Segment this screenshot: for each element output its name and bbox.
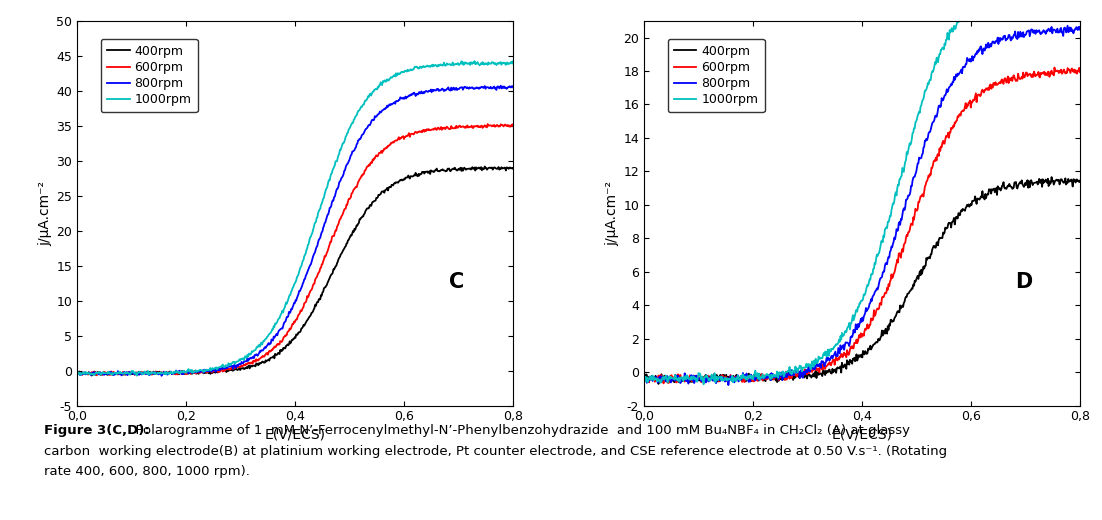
800rpm: [929, 112, 942, 119]
400rpm: [85, 372, 98, 379]
X-axis label: E(V/ECS): E(V/ECS): [264, 427, 326, 441]
600rpm: [269, 344, 282, 350]
1000rpm: [149, 369, 162, 375]
400rpm: [363, 205, 376, 211]
400rpm: [895, 304, 908, 310]
400rpm: [400, 175, 413, 181]
1000rpm: [895, 173, 908, 179]
600rpm: [835, 352, 849, 358]
1000rpm: [363, 94, 376, 100]
600rpm: [90, 372, 104, 379]
1000rpm: [698, 381, 711, 387]
400rpm: [715, 377, 728, 383]
Line: 1000rpm: 1000rpm: [644, 0, 1080, 384]
1000rpm: [637, 376, 650, 382]
400rpm: [750, 376, 764, 383]
600rpm: [1073, 69, 1087, 75]
Text: D: D: [1015, 272, 1031, 292]
Legend: 400rpm, 600rpm, 800rpm, 1000rpm: 400rpm, 600rpm, 800rpm, 1000rpm: [668, 38, 765, 112]
400rpm: [328, 265, 342, 271]
800rpm: [637, 372, 650, 379]
1000rpm: [929, 61, 942, 67]
1000rpm: [966, 2, 980, 8]
Line: 400rpm: 400rpm: [77, 166, 514, 375]
400rpm: [652, 381, 666, 387]
Y-axis label: j/μA.cm⁻²: j/μA.cm⁻²: [39, 180, 52, 245]
800rpm: [494, 83, 507, 89]
600rpm: [507, 123, 520, 129]
400rpm: [929, 244, 942, 251]
400rpm: [71, 369, 84, 375]
Text: Figure 3(C,D):: Figure 3(C,D):: [44, 424, 150, 437]
600rpm: [328, 229, 342, 236]
1000rpm: [269, 320, 282, 327]
600rpm: [71, 369, 84, 375]
400rpm: [269, 350, 282, 357]
Line: 600rpm: 600rpm: [644, 68, 1080, 383]
800rpm: [328, 193, 342, 200]
Line: 800rpm: 800rpm: [77, 86, 514, 376]
Text: Polarogramme of 1  mM N’-Ferrocenylmethyl-N’-Phenylbenzohydrazide  and 100 mM Bu: Polarogramme of 1 mM N’-Ferrocenylmethyl…: [127, 424, 910, 437]
600rpm: [895, 248, 908, 254]
800rpm: [1061, 23, 1074, 29]
400rpm: [966, 198, 980, 204]
800rpm: [363, 122, 376, 128]
Line: 600rpm: 600rpm: [77, 124, 514, 375]
X-axis label: E(V/ECS): E(V/ECS): [831, 427, 893, 441]
Y-axis label: j/μA.cm⁻²: j/μA.cm⁻²: [605, 180, 619, 245]
800rpm: [183, 369, 196, 375]
800rpm: [148, 369, 161, 375]
Text: rate 400, 600, 800, 1000 rpm).: rate 400, 600, 800, 1000 rpm).: [44, 465, 250, 478]
400rpm: [637, 372, 650, 379]
1000rpm: [183, 368, 196, 374]
1000rpm: [507, 60, 520, 67]
800rpm: [155, 373, 169, 379]
600rpm: [657, 380, 670, 386]
1000rpm: [328, 162, 342, 168]
600rpm: [929, 154, 942, 161]
1000rpm: [130, 372, 143, 379]
600rpm: [1048, 64, 1061, 71]
400rpm: [835, 360, 849, 366]
400rpm: [478, 163, 491, 170]
Line: 1000rpm: 1000rpm: [77, 61, 514, 375]
Text: C: C: [449, 272, 464, 292]
1000rpm: [715, 374, 728, 380]
400rpm: [183, 370, 196, 376]
800rpm: [714, 373, 727, 380]
600rpm: [482, 121, 495, 127]
Line: 400rpm: 400rpm: [644, 177, 1080, 384]
800rpm: [722, 382, 735, 388]
Text: carbon  working electrode(B) at platinium working electrode, Pt counter electrod: carbon working electrode(B) at platinium…: [44, 445, 948, 458]
1000rpm: [71, 370, 84, 376]
800rpm: [750, 375, 764, 381]
600rpm: [750, 371, 764, 378]
800rpm: [1073, 27, 1087, 33]
600rpm: [715, 375, 728, 381]
800rpm: [966, 58, 980, 64]
800rpm: [400, 95, 413, 101]
1000rpm: [750, 373, 764, 379]
400rpm: [507, 165, 520, 171]
1000rpm: [400, 68, 413, 74]
400rpm: [1045, 174, 1058, 180]
800rpm: [269, 333, 282, 340]
600rpm: [363, 161, 376, 167]
600rpm: [966, 97, 980, 103]
400rpm: [1073, 177, 1087, 184]
Line: 800rpm: 800rpm: [644, 26, 1080, 385]
1000rpm: [835, 330, 849, 336]
Legend: 400rpm, 600rpm, 800rpm, 1000rpm: 400rpm, 600rpm, 800rpm, 1000rpm: [100, 38, 198, 112]
600rpm: [149, 370, 162, 376]
1000rpm: [468, 58, 482, 64]
800rpm: [895, 217, 908, 223]
800rpm: [507, 84, 520, 90]
400rpm: [149, 371, 162, 377]
600rpm: [637, 372, 650, 379]
600rpm: [400, 133, 413, 139]
600rpm: [183, 368, 196, 374]
800rpm: [835, 345, 849, 351]
800rpm: [71, 369, 84, 375]
